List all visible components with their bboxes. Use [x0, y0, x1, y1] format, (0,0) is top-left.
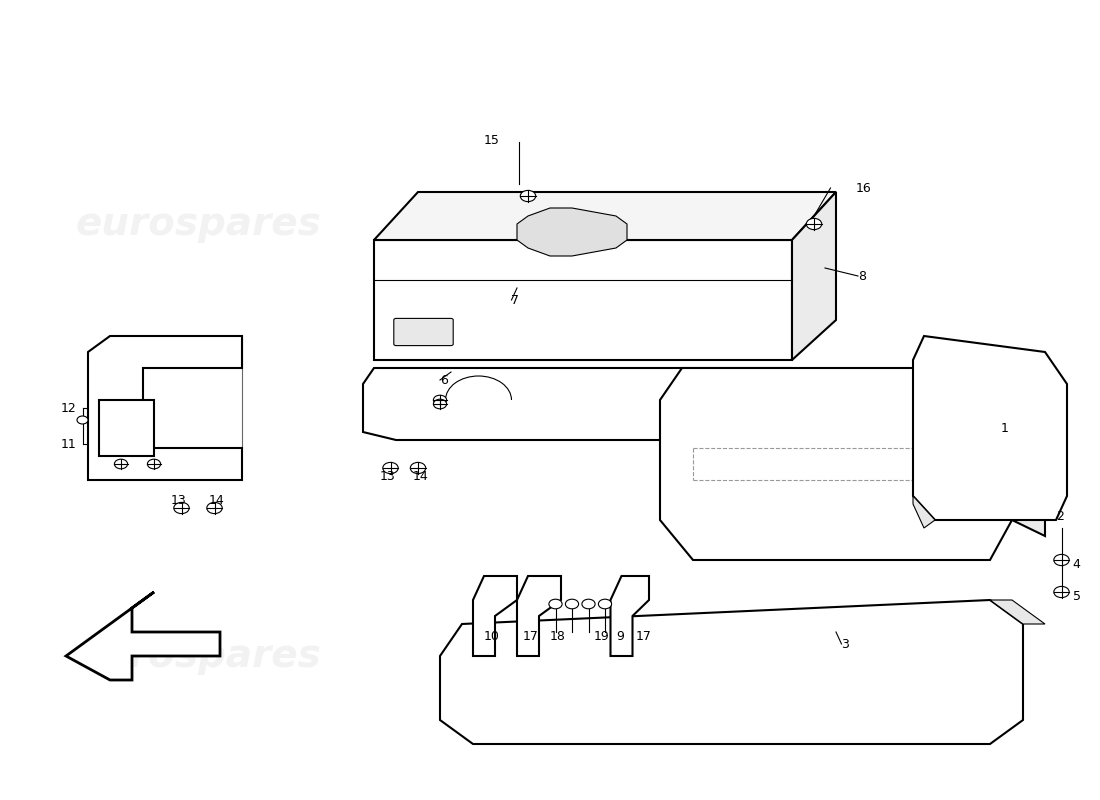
Text: 4: 4 — [1072, 558, 1080, 570]
Text: eurospares: eurospares — [559, 205, 805, 243]
Polygon shape — [792, 192, 836, 360]
FancyBboxPatch shape — [394, 318, 453, 346]
Text: eurospares: eurospares — [75, 205, 321, 243]
Polygon shape — [374, 192, 836, 240]
Circle shape — [549, 599, 562, 609]
Polygon shape — [517, 576, 561, 656]
Polygon shape — [990, 600, 1045, 624]
Polygon shape — [913, 496, 935, 528]
Text: 8: 8 — [858, 270, 866, 282]
Circle shape — [114, 459, 128, 469]
Circle shape — [806, 218, 822, 230]
Polygon shape — [517, 208, 627, 256]
Circle shape — [1054, 554, 1069, 566]
Polygon shape — [473, 576, 517, 656]
Text: 5: 5 — [1072, 590, 1080, 602]
Circle shape — [174, 502, 189, 514]
Text: 19: 19 — [594, 630, 609, 642]
Text: eurospares: eurospares — [75, 637, 321, 675]
Polygon shape — [99, 400, 154, 456]
Text: 15: 15 — [484, 134, 499, 146]
Text: 17: 17 — [636, 630, 651, 642]
Text: 10: 10 — [484, 630, 499, 642]
Polygon shape — [363, 368, 814, 440]
Polygon shape — [374, 240, 792, 360]
Text: 1: 1 — [1001, 422, 1009, 434]
Text: 7: 7 — [512, 294, 519, 306]
Text: 6: 6 — [440, 374, 448, 386]
Text: 11: 11 — [60, 438, 76, 450]
Circle shape — [598, 599, 612, 609]
Circle shape — [520, 190, 536, 202]
Circle shape — [147, 459, 161, 469]
Text: 17: 17 — [522, 630, 538, 642]
Polygon shape — [990, 368, 1045, 536]
Circle shape — [565, 599, 579, 609]
Text: 13: 13 — [379, 470, 395, 482]
Circle shape — [383, 462, 398, 474]
Polygon shape — [913, 336, 1067, 520]
Polygon shape — [610, 576, 649, 656]
Polygon shape — [660, 368, 1012, 560]
Circle shape — [77, 416, 88, 424]
Polygon shape — [88, 336, 242, 480]
Circle shape — [582, 599, 595, 609]
Circle shape — [207, 502, 222, 514]
Text: 3: 3 — [842, 638, 849, 650]
Text: 9: 9 — [616, 630, 624, 642]
Circle shape — [433, 399, 447, 409]
Polygon shape — [440, 600, 1023, 744]
Circle shape — [1054, 586, 1069, 598]
Text: 14: 14 — [209, 494, 224, 506]
Text: eurospares: eurospares — [559, 637, 805, 675]
Text: 16: 16 — [856, 182, 871, 194]
Polygon shape — [66, 592, 220, 680]
Text: 18: 18 — [550, 630, 565, 642]
Circle shape — [433, 395, 447, 405]
Circle shape — [410, 462, 426, 474]
Text: 12: 12 — [60, 402, 76, 414]
Text: 2: 2 — [1056, 510, 1064, 522]
Text: 13: 13 — [170, 494, 186, 506]
Text: 14: 14 — [412, 470, 428, 482]
